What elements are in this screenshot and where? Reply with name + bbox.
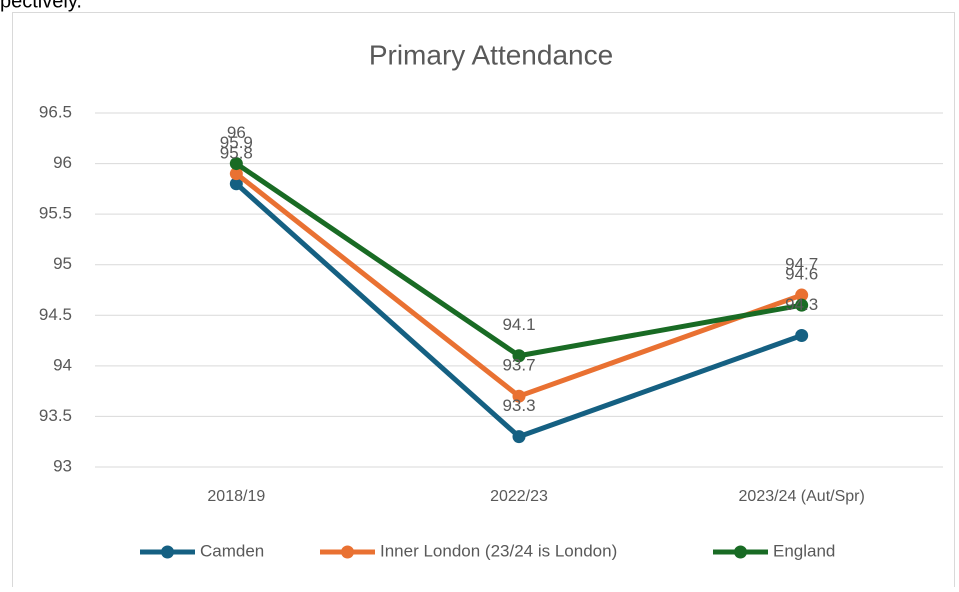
y-tick-label: 96.5	[39, 102, 72, 121]
point	[229, 167, 243, 181]
data-label: 95.8	[220, 143, 253, 162]
data-label: 94.6	[785, 265, 818, 284]
y-tick-label: 95.5	[39, 204, 72, 223]
point	[795, 288, 809, 302]
point	[512, 349, 526, 363]
legend-label: England	[773, 541, 835, 560]
data-label: 94.1	[502, 315, 535, 334]
data-label: 94.7	[785, 255, 818, 274]
point	[795, 329, 809, 343]
data-label: 95.9	[220, 133, 253, 152]
y-tick-label: 95	[53, 254, 72, 273]
point	[229, 157, 243, 171]
x-tick-label: 2018/19	[207, 488, 265, 505]
point	[795, 298, 809, 312]
legend-marker	[341, 545, 354, 559]
y-tick-label: 93.5	[39, 406, 72, 425]
data-label: 93.7	[502, 356, 535, 375]
legend-label: Inner London (23/24 is London)	[380, 541, 617, 560]
page-text: pectively.	[0, 0, 82, 12]
point	[229, 177, 243, 191]
chart-title: Primary Attendance	[369, 39, 613, 70]
data-label: 94.3	[785, 295, 818, 314]
legend-marker	[161, 545, 174, 559]
x-tick-label: 2022/23	[490, 488, 548, 505]
data-label: 96	[227, 123, 246, 142]
x-tick-label: 2023/24 (Aut/Spr)	[739, 488, 865, 505]
point	[512, 389, 526, 403]
y-tick-label: 94	[53, 355, 72, 374]
y-tick-label: 94.5	[39, 305, 72, 324]
y-tick-label: 96	[53, 153, 72, 172]
legend-label: Camden	[200, 541, 264, 560]
y-tick-label: 93	[53, 456, 72, 475]
legend-marker	[734, 545, 747, 559]
data-label: 93.3	[502, 396, 535, 415]
point	[512, 430, 526, 444]
